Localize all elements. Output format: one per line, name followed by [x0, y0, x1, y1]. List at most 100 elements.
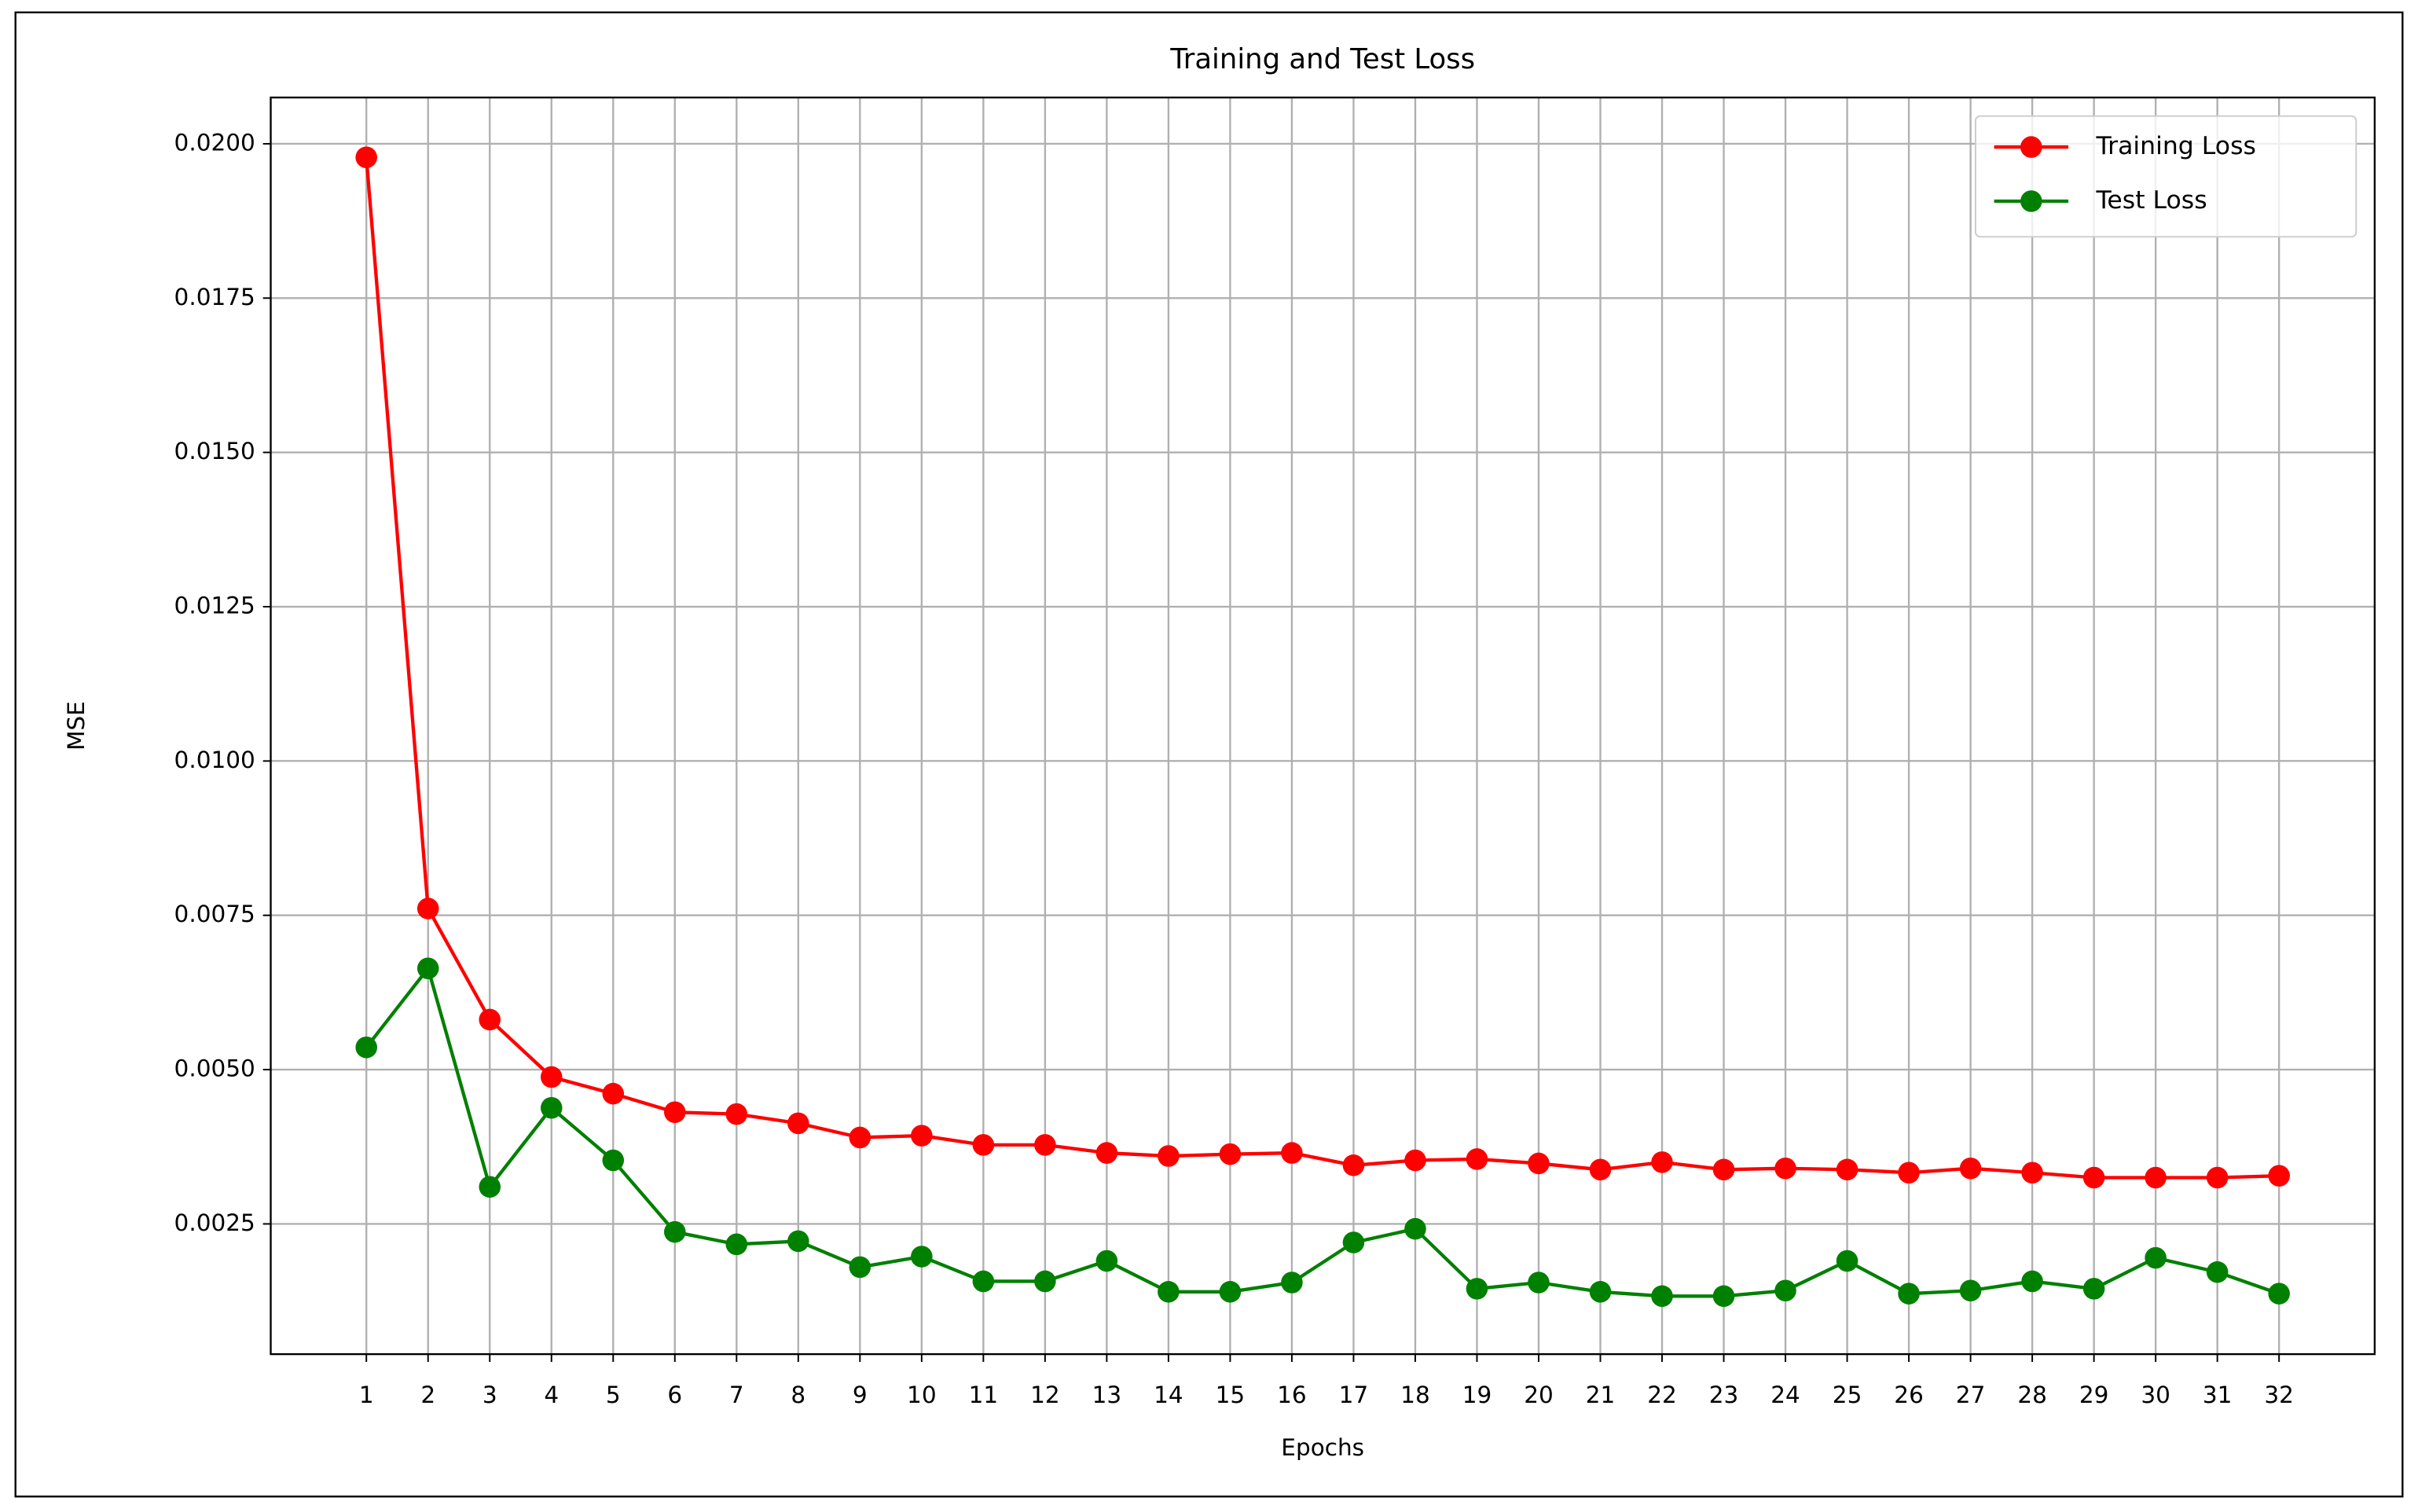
- x-tick-label: 8: [791, 1382, 805, 1408]
- data-point: [1774, 1279, 1796, 1302]
- figure-border: [14, 11, 2404, 1498]
- data-point: [911, 1125, 933, 1147]
- data-point: [1898, 1162, 1920, 1184]
- y-tick-label: 0.0150: [174, 438, 255, 464]
- x-tick-label: 26: [1894, 1382, 1924, 1408]
- data-point: [1589, 1281, 1612, 1303]
- y-tick-label: 0.0200: [174, 129, 255, 156]
- data-point: [1404, 1149, 1426, 1172]
- x-tick-label: 21: [1586, 1382, 1616, 1408]
- data-point: [355, 146, 377, 169]
- legend-label: Test Loss: [2096, 186, 2207, 215]
- x-tick-label: 22: [1647, 1382, 1677, 1408]
- x-tick-label: 17: [1339, 1382, 1369, 1408]
- data-point: [1095, 1142, 1118, 1164]
- legend-marker: [2020, 136, 2042, 158]
- data-point: [1959, 1279, 1982, 1302]
- data-point: [1095, 1250, 1118, 1272]
- data-point: [1158, 1145, 1180, 1167]
- plot-frame: [270, 96, 2376, 1356]
- data-point: [479, 1176, 501, 1198]
- data-point: [1281, 1272, 1303, 1294]
- x-tick-label: 2: [420, 1382, 435, 1408]
- data-point: [1404, 1217, 1426, 1240]
- x-tick-label: 10: [907, 1382, 937, 1408]
- x-tick-label: 28: [2017, 1382, 2047, 1408]
- x-tick-label: 15: [1216, 1382, 1246, 1408]
- data-point: [2021, 1162, 2043, 1184]
- legend-marker: [2020, 190, 2042, 212]
- data-point: [1466, 1148, 1488, 1170]
- x-tick-label: 13: [1092, 1382, 1122, 1408]
- x-tick-label: 31: [2203, 1382, 2233, 1408]
- data-point: [1034, 1270, 1056, 1293]
- legend-box: [1974, 115, 2357, 238]
- data-point: [1281, 1142, 1303, 1164]
- data-point: [2145, 1166, 2167, 1189]
- data-point: [2145, 1246, 2167, 1269]
- x-tick-label: 30: [2141, 1382, 2170, 1408]
- data-point: [2082, 1166, 2105, 1189]
- x-tick-label: 9: [853, 1382, 868, 1408]
- x-tick-label: 18: [1400, 1382, 1430, 1408]
- y-tick-label: 0.0075: [174, 901, 255, 927]
- data-point: [725, 1103, 748, 1125]
- y-tick-label: 0.0175: [174, 284, 255, 310]
- y-tick-label: 0.0100: [174, 747, 255, 773]
- legend-label: Training Loss: [2096, 132, 2256, 160]
- data-point: [1712, 1285, 1735, 1308]
- data-point: [972, 1134, 995, 1156]
- data-point: [1219, 1281, 1242, 1303]
- data-point: [416, 957, 439, 980]
- x-tick-label: 20: [1524, 1382, 1554, 1408]
- x-axis-label: Epochs: [1281, 1434, 1364, 1461]
- data-point: [1158, 1281, 1180, 1303]
- data-point: [416, 897, 439, 919]
- x-tick-label: 6: [667, 1382, 682, 1408]
- x-tick-label: 29: [2079, 1382, 2109, 1408]
- x-tick-label: 12: [1030, 1382, 1060, 1408]
- x-tick-label: 32: [2264, 1382, 2294, 1408]
- data-point: [664, 1220, 686, 1243]
- x-tick-label: 24: [1770, 1382, 1800, 1408]
- data-point: [972, 1270, 995, 1293]
- data-point: [1528, 1152, 1550, 1175]
- x-tick-label: 19: [1462, 1382, 1492, 1408]
- data-point: [2268, 1283, 2290, 1305]
- data-point: [1898, 1283, 1920, 1305]
- x-tick-label: 7: [729, 1382, 744, 1408]
- data-point: [911, 1246, 933, 1268]
- data-point: [1466, 1278, 1488, 1300]
- data-point: [1836, 1250, 1858, 1272]
- data-point: [664, 1101, 686, 1124]
- data-point: [2206, 1166, 2229, 1189]
- data-point: [1836, 1158, 1858, 1181]
- data-point: [2082, 1278, 2105, 1300]
- data-point: [2021, 1270, 2043, 1293]
- x-tick-label: 23: [1709, 1382, 1739, 1408]
- data-point: [355, 1037, 377, 1059]
- data-point: [1651, 1285, 1673, 1308]
- data-point: [1034, 1134, 1056, 1156]
- x-tick-label: 1: [359, 1382, 374, 1408]
- data-point: [787, 1112, 809, 1135]
- data-point: [1219, 1143, 1242, 1165]
- data-point: [787, 1230, 809, 1253]
- data-point: [849, 1126, 871, 1149]
- x-tick-label: 5: [606, 1382, 621, 1408]
- x-tick-label: 11: [969, 1382, 999, 1408]
- data-point: [2268, 1165, 2290, 1187]
- x-tick-label: 4: [544, 1382, 559, 1408]
- x-tick-label: 27: [1956, 1382, 1986, 1408]
- data-point: [1651, 1151, 1673, 1173]
- data-point: [1342, 1154, 1365, 1176]
- y-tick-label: 0.0025: [174, 1209, 255, 1236]
- data-point: [1959, 1157, 1982, 1180]
- x-tick-label: 16: [1277, 1382, 1307, 1408]
- y-tick-label: 0.0050: [174, 1055, 255, 1082]
- data-point: [1774, 1157, 1796, 1180]
- data-point: [849, 1256, 871, 1279]
- x-tick-label: 25: [1833, 1382, 1862, 1408]
